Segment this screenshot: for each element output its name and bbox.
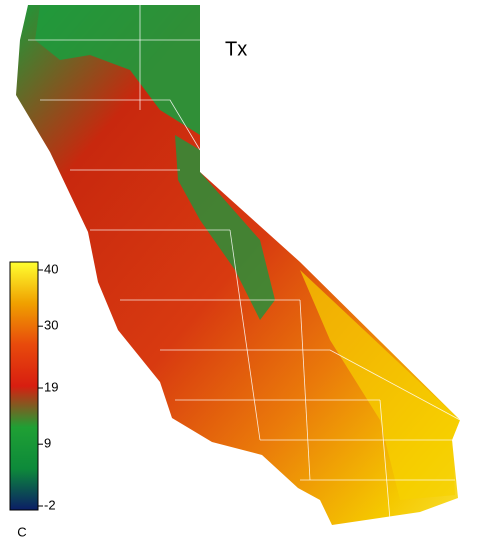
cool-north [35,5,200,135]
colorbar-tick-label: -2 [44,497,56,512]
county-lines [28,5,461,521]
hot-desert [300,270,460,500]
colorbar-unit: C [17,524,26,539]
map-title: Tx [225,38,247,60]
colorbar [9,261,39,511]
colorbar-tick-label: 40 [44,261,58,276]
colorbar-tick-label: 30 [44,318,58,333]
colorbar-tick-label: 9 [44,436,51,451]
colorbar-tick-label: 19 [44,379,58,394]
cool-sierra [175,135,275,320]
